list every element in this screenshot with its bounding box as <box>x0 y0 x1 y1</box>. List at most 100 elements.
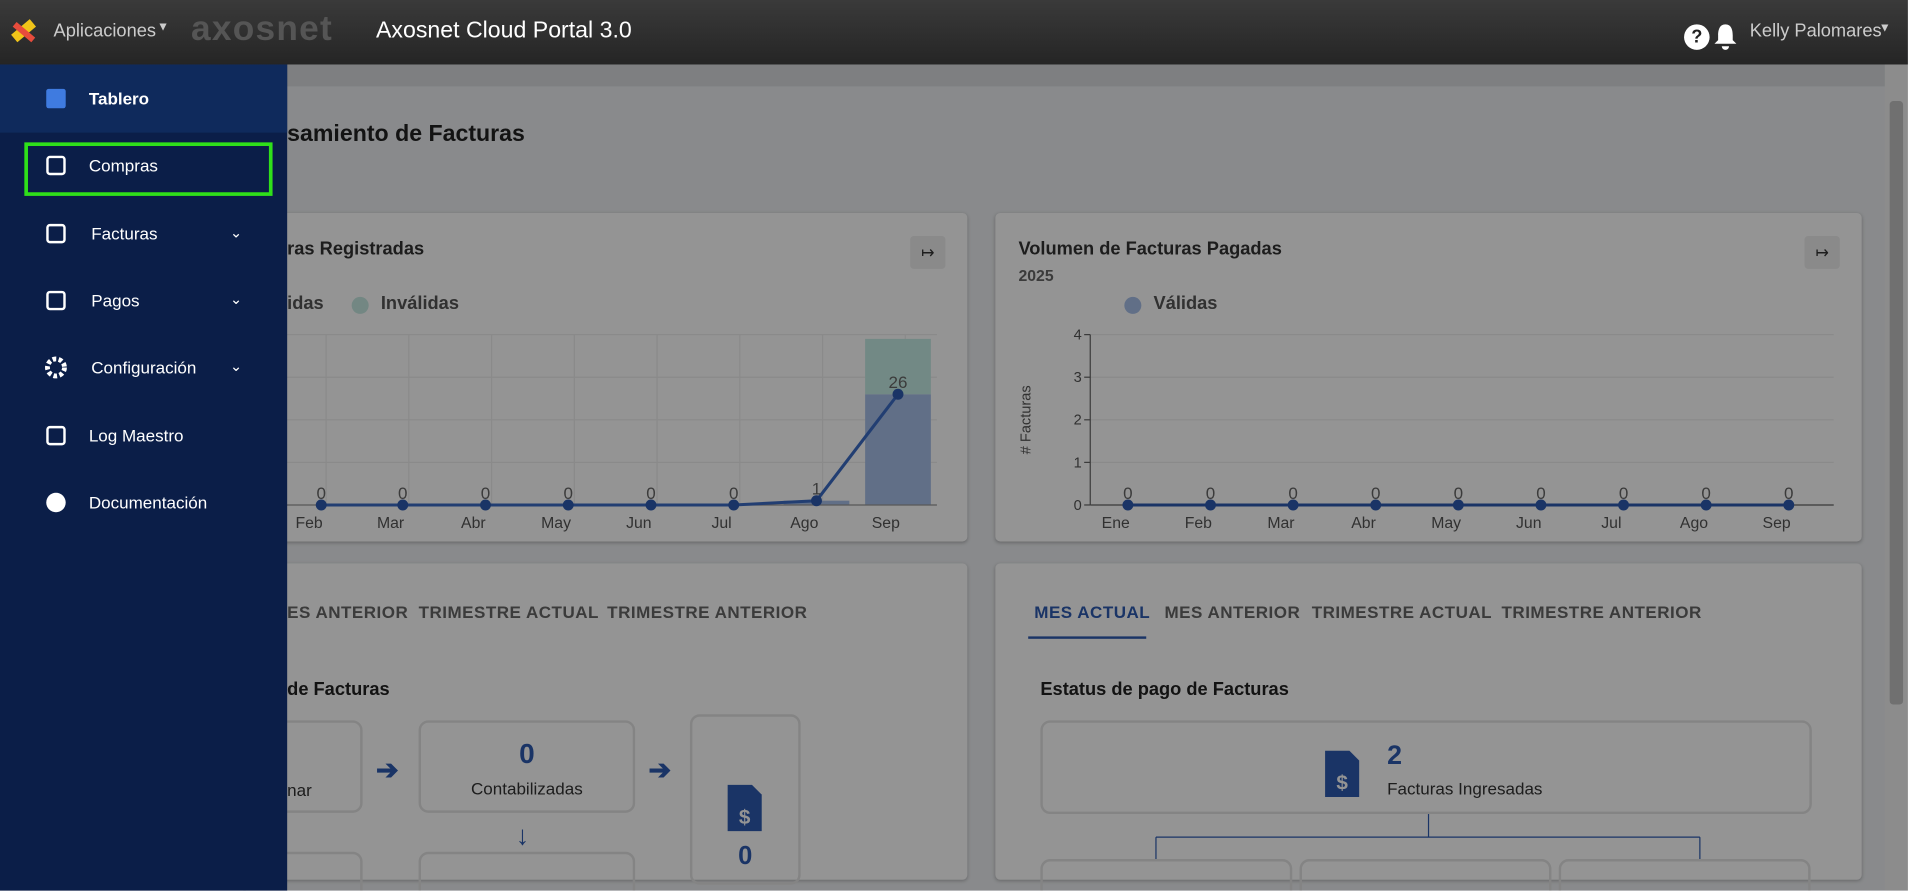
menu-icon <box>46 492 66 513</box>
scrollbar-thumb[interactable] <box>1889 100 1904 705</box>
menu-item[interactable]: Configuración <box>91 357 197 378</box>
status-box <box>418 720 636 813</box>
menu-icon <box>46 290 66 311</box>
data-label: 0 <box>1123 484 1132 503</box>
data-label: 0 <box>481 484 490 503</box>
point <box>480 499 491 511</box>
y-tick-label: 4 <box>1074 327 1082 343</box>
menu-item[interactable]: Documentación <box>88 492 208 513</box>
expand-button[interactable]: ↦ <box>910 236 946 269</box>
brand-logo: axosnet <box>191 9 333 49</box>
tab[interactable]: TRIMESTRE ACTUAL <box>418 602 599 622</box>
tab[interactable]: MES ANTERIOR <box>1164 602 1301 622</box>
x-tick-label: Jul <box>1601 515 1621 532</box>
y-tick-label: 1 <box>1074 455 1082 471</box>
help-icon[interactable]: ? <box>1684 24 1710 50</box>
caret: ▼ <box>1878 21 1891 36</box>
x-tick-label: Jun <box>1516 515 1541 532</box>
point <box>892 388 904 400</box>
x-tick-label: May <box>1431 515 1461 532</box>
data-label: 0 <box>317 484 326 503</box>
menu-item[interactable]: Compras <box>88 155 158 176</box>
point <box>728 499 740 511</box>
data-label: 0 <box>1536 484 1545 503</box>
y-tick-label: 2 <box>1074 413 1082 429</box>
user-menu[interactable]: Kelly Palomares <box>1749 20 1882 42</box>
icon-shape <box>1325 750 1360 798</box>
status-value: 0 <box>738 842 753 871</box>
bar <box>865 338 931 395</box>
icon-glyph: $ <box>1336 772 1348 795</box>
tab[interactable]: MES ACTUAL <box>1034 602 1151 622</box>
data-label: 0 <box>1371 484 1380 503</box>
x-tick-label: Jul <box>711 515 731 532</box>
menu-item[interactable]: Tablero <box>88 88 150 109</box>
x-tick-label: Abr <box>1351 515 1376 532</box>
x-tick-label: Abr <box>461 515 486 532</box>
apps-menu[interactable]: Aplicaciones <box>53 20 157 42</box>
tab[interactable]: TRIMESTRE ACTUAL <box>1311 602 1493 622</box>
menu-item[interactable]: Log Maestro <box>88 425 184 446</box>
modal-overlay[interactable] <box>0 64 1908 891</box>
line-series <box>321 393 900 507</box>
data-label: 0 <box>729 484 738 503</box>
point <box>1452 499 1464 511</box>
sidebar <box>0 64 288 891</box>
highlight-box <box>24 142 273 196</box>
menu-item[interactable]: Facturas <box>91 223 158 244</box>
icon-glyph: $ <box>739 806 751 829</box>
section-title: Estatus de pago de Facturas <box>1040 678 1289 700</box>
point <box>1535 499 1547 511</box>
data-label: 0 <box>1288 484 1297 503</box>
legend-label: Inválidas <box>380 293 459 314</box>
icon-shape <box>1714 24 1737 50</box>
tab[interactable]: TRIMESTRE ANTERIOR <box>607 602 808 622</box>
x-tick-label: Sep <box>872 515 900 532</box>
point <box>562 499 574 511</box>
data-label: 0 <box>646 484 655 503</box>
point <box>1700 499 1712 511</box>
icon-shape <box>46 290 66 311</box>
expand-button[interactable]: ↦ <box>1804 236 1840 269</box>
app-logo <box>11 19 37 43</box>
point <box>810 495 822 507</box>
y-axis-label: # Facturas <box>1019 385 1035 454</box>
data-label: 0 <box>1206 484 1215 503</box>
chart-subtitle: 2025 <box>1018 266 1054 285</box>
x-tick-label: Ene <box>1102 515 1130 532</box>
legend-dot <box>1124 296 1142 314</box>
data-label: 0 <box>1784 484 1793 503</box>
tab[interactable]: TRIMESTRE ANTERIOR <box>1501 602 1702 622</box>
data-label: 0 <box>564 484 573 503</box>
status-box <box>1299 859 1552 891</box>
icon-shape <box>46 88 66 109</box>
x-tick-label: Jun <box>626 515 651 532</box>
x-tick-label: Mar <box>377 515 404 532</box>
data-label: 1 <box>812 480 821 499</box>
menu-icon <box>46 88 66 109</box>
point <box>315 499 327 511</box>
menu-icon <box>46 425 66 446</box>
point <box>1122 499 1134 511</box>
x-tick-label: Mar <box>1267 515 1294 532</box>
point <box>1783 499 1795 511</box>
x-tick-label: Ago <box>790 515 818 532</box>
status-box <box>1040 859 1293 891</box>
menu-icon <box>45 356 67 379</box>
chevron: ⌄ <box>229 290 243 308</box>
icon-shape <box>46 492 66 513</box>
legend-dot <box>351 296 369 314</box>
x-tick-label: Feb <box>1185 515 1212 532</box>
arrow: ↓ <box>515 820 530 851</box>
tab[interactable]: ES ANTERIOR <box>287 602 409 622</box>
caret: ▼ <box>156 20 170 35</box>
menu-item[interactable]: Pagos <box>91 290 140 311</box>
point <box>1618 499 1630 511</box>
arrow: ➔ <box>648 754 671 785</box>
status-value: 2 <box>1387 739 1403 771</box>
x-tick-label: May <box>541 515 571 532</box>
x-tick-label: Feb <box>295 515 322 532</box>
